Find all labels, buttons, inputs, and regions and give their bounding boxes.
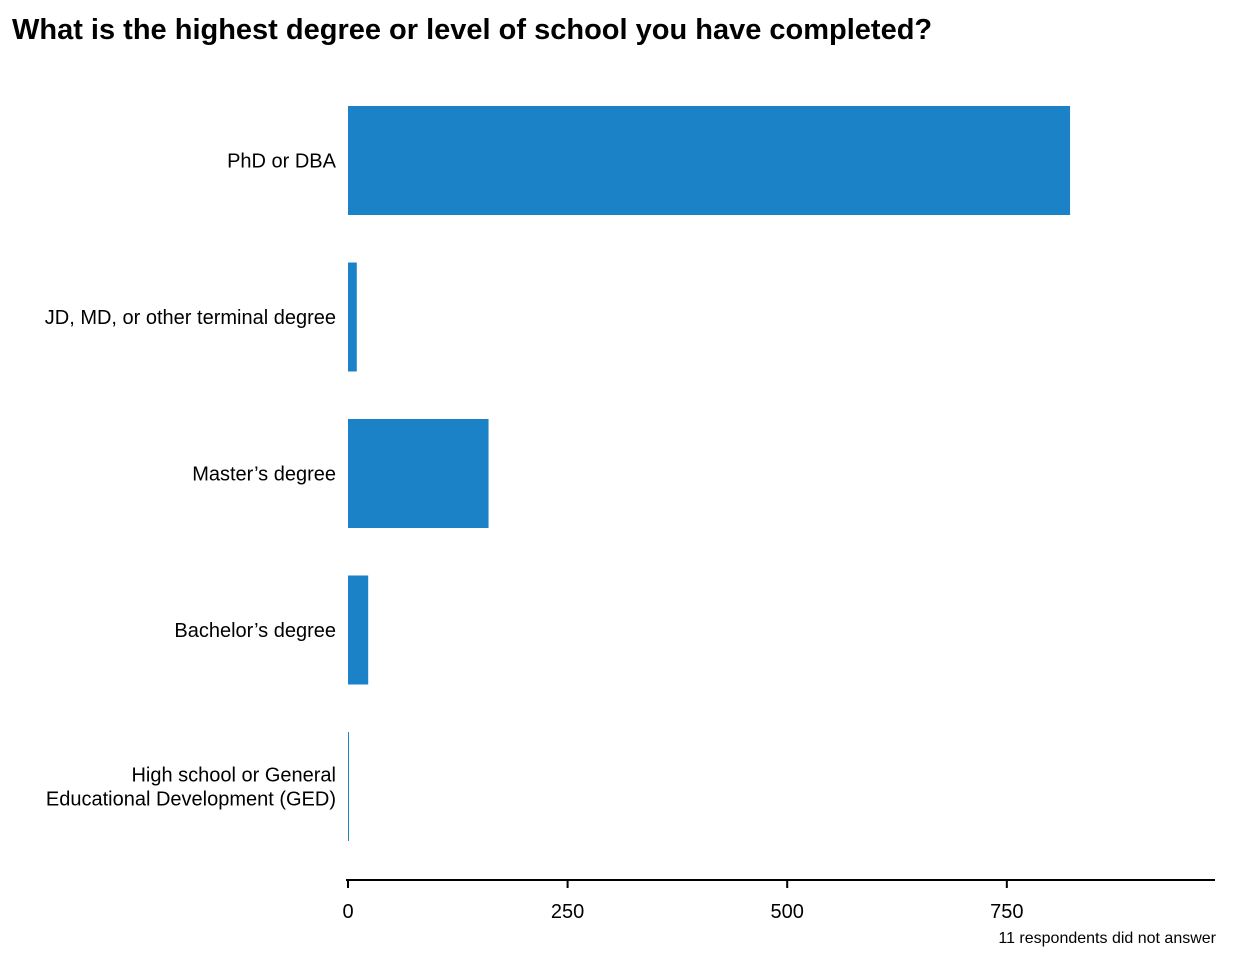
category-label-0: PhD or DBA	[227, 151, 337, 173]
x-tick-label-0: 0	[342, 901, 353, 923]
bar-2	[348, 419, 489, 528]
respondents-note: 11 respondents did not answer	[998, 930, 1216, 947]
bar-4	[348, 732, 349, 841]
chart-title: What is the highest degree or level of s…	[12, 14, 933, 46]
x-tick-label-2: 500	[771, 901, 804, 923]
x-axis: 0 250 500 750	[342, 879, 1215, 923]
bars-layer	[348, 106, 1071, 841]
category-labels: PhD or DBA JD, MD, or other terminal degr…	[45, 151, 337, 811]
category-label-1: JD, MD, or other terminal degree	[45, 307, 336, 329]
x-tick-label-1: 250	[551, 901, 584, 923]
bar-0	[348, 106, 1071, 215]
category-label-3: Bachelor’s degree	[174, 620, 336, 642]
x-tick-label-3: 750	[990, 901, 1023, 923]
category-label-2: Master’s degree	[192, 464, 336, 486]
category-label-4: High school or General Educational Develo…	[46, 765, 336, 811]
bar-3	[348, 575, 369, 685]
bar-1	[348, 262, 357, 372]
